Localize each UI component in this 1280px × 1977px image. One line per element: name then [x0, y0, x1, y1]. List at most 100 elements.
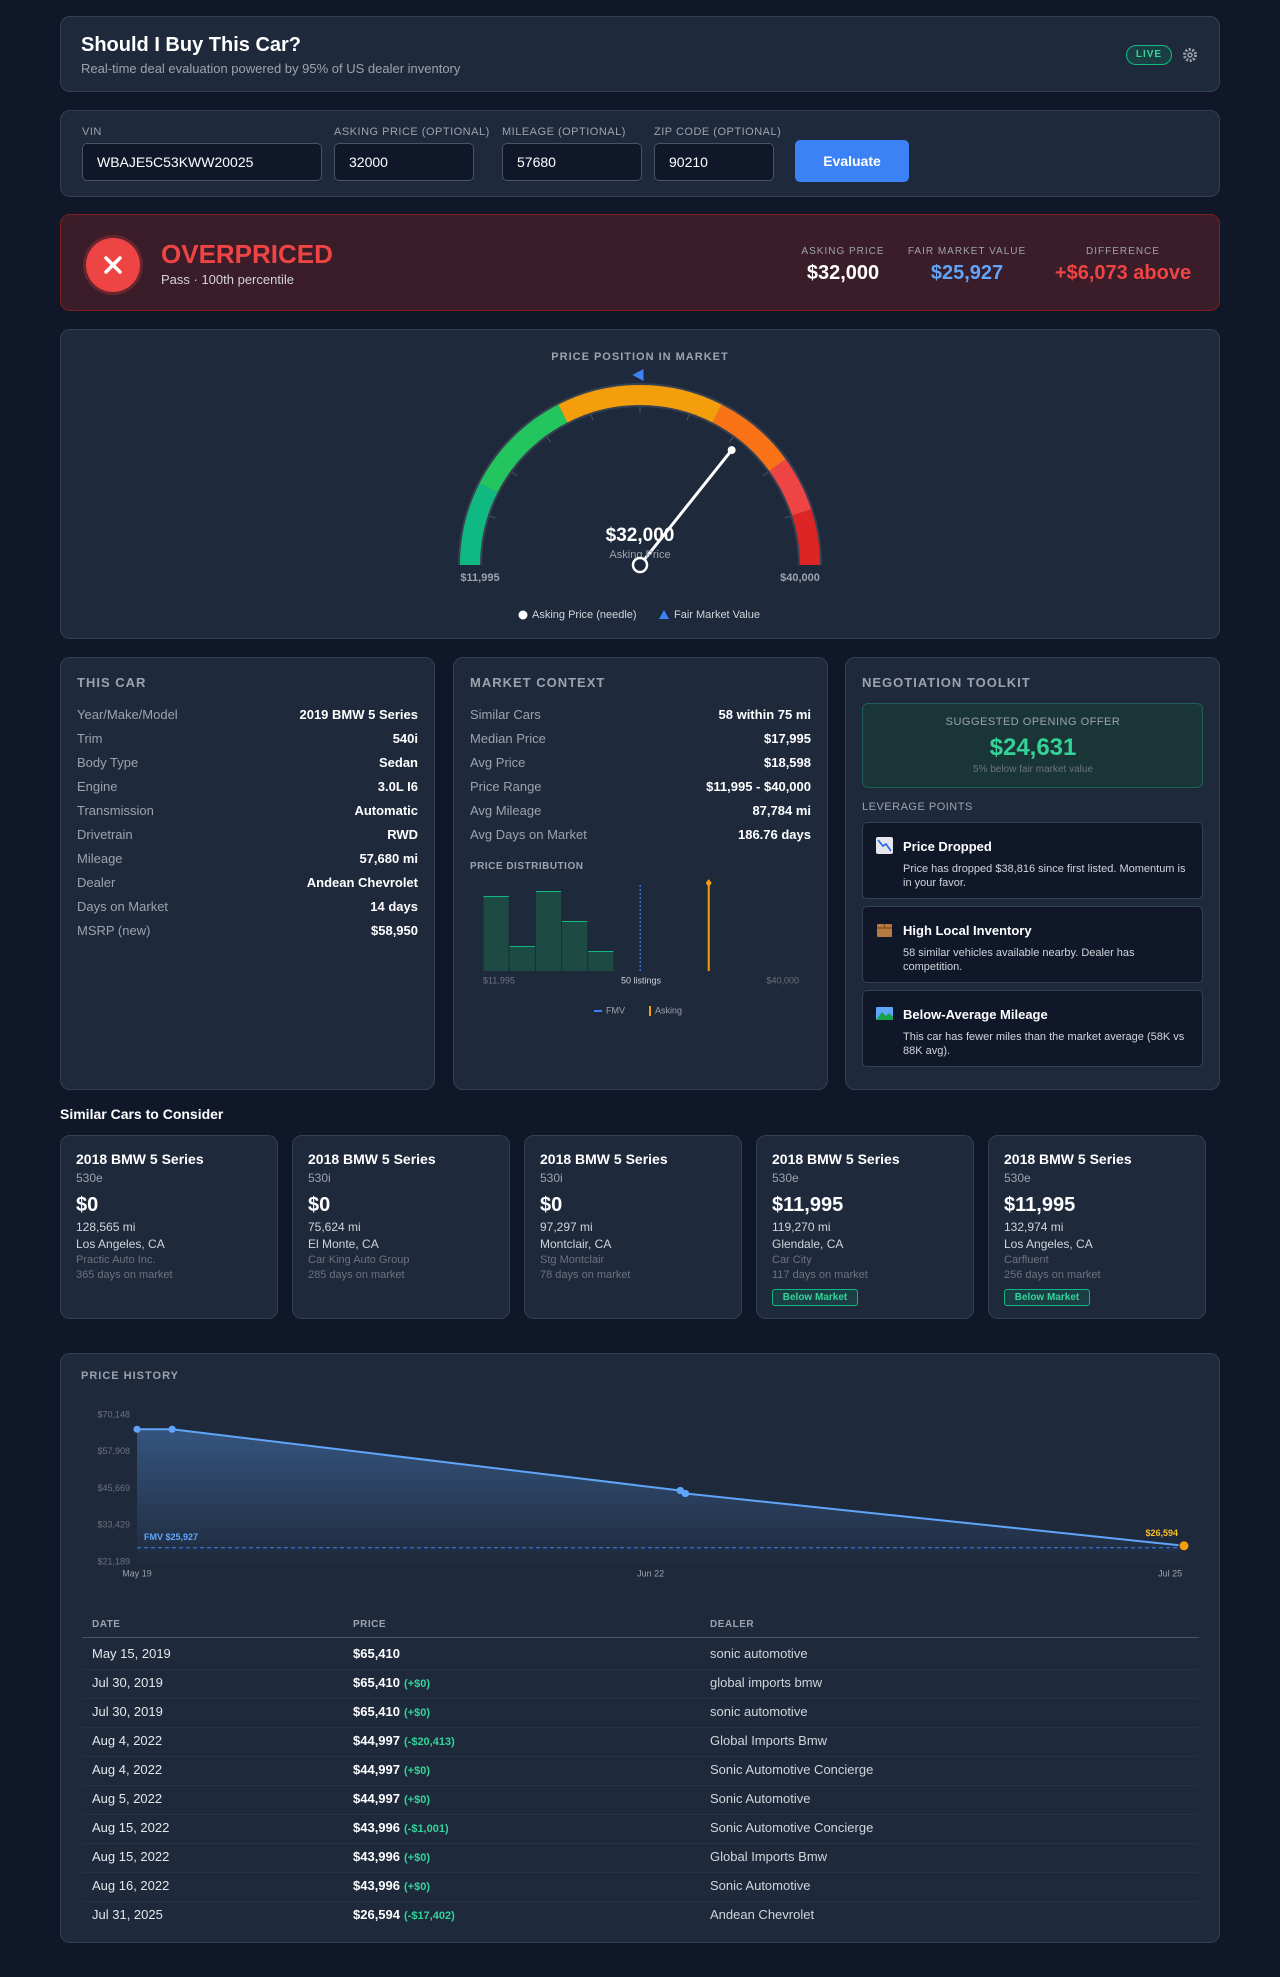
page-title: Should I Buy This Car?	[81, 34, 302, 56]
row-divider	[82, 1871, 1199, 1873]
cell-dealer: Sonic Automotive	[710, 1877, 811, 1893]
car-card[interactable]: 2018 BMW 5 Series 530i $0 75,624 mi El Monte…	[292, 1135, 510, 1319]
car-days: 117 days on market	[772, 1269, 868, 1282]
field-label: ZIP CODE (OPTIONAL)	[654, 126, 782, 139]
card-title: NEGOTIATION TOOLKIT	[862, 674, 1031, 690]
gauge-zone	[769, 459, 812, 516]
gauge-zone	[712, 404, 786, 472]
asking-marker	[705, 879, 712, 887]
price-value: $44,997	[353, 1791, 400, 1806]
price-value: $43,996	[353, 1820, 400, 1835]
header-card: Should I Buy This Car? Real-time deal eva…	[60, 16, 1220, 92]
leverage-icon	[877, 924, 892, 937]
row-value: $18,598	[764, 754, 811, 770]
row-label: Mileage	[77, 850, 123, 866]
car-dealer: Stg Montclair	[540, 1254, 605, 1267]
cell-dealer: Andean Chevrolet	[710, 1906, 815, 1922]
price-value: $43,996	[353, 1849, 400, 1864]
price-change: (-$1,001)	[404, 1823, 449, 1835]
chart-title: PRICE DISTRIBUTION	[470, 861, 584, 872]
car-dealer: Car King Auto Group	[308, 1254, 410, 1267]
legend-label: Asking Price (needle)	[532, 609, 637, 621]
row-label: Body Type	[77, 754, 139, 770]
row-divider	[82, 1726, 1199, 1728]
info-card: NEGOTIATION TOOLKIT SUGGESTED OPENING OFF…	[845, 657, 1220, 1090]
histogram-bar	[509, 946, 535, 971]
settings-icon[interactable]	[1183, 48, 1197, 62]
field-label: MILEAGE (OPTIONAL)	[502, 126, 626, 139]
cell-price: $65,410 (+$0)	[353, 1703, 430, 1722]
gear-teeth	[1183, 48, 1197, 62]
text-input[interactable]: WBAJE5C53KWW20025	[82, 143, 322, 181]
car-trim: 530e	[1004, 1170, 1031, 1185]
price-point	[682, 1490, 690, 1498]
row-value: $11,995 - $40,000	[706, 778, 811, 794]
gauge-zone	[558, 385, 722, 423]
cell-date: Jul 31, 2025	[92, 1906, 163, 1922]
car-price: $0	[540, 1194, 563, 1216]
field-label: ASKING PRICE (OPTIONAL)	[334, 126, 490, 139]
legend-swatch	[518, 610, 528, 620]
gauge-range-label: $11,995	[460, 572, 499, 584]
row-label: MSRP (new)	[77, 922, 151, 938]
stat-value: +$6,073 above	[1054, 262, 1192, 284]
gauge-notch	[728, 436, 734, 443]
car-card[interactable]: 2018 BMW 5 Series 530e $11,995 132,974 mi Lo…	[988, 1135, 1206, 1319]
verdict-card: OVERPRICED Pass · 100th percentile ASKING …	[60, 214, 1220, 311]
leverage-item: High Local Inventory 58 similar vehicles …	[862, 906, 1203, 983]
cell-dealer: sonic automotive	[710, 1703, 808, 1719]
car-card[interactable]: 2018 BMW 5 Series 530e $11,995 119,270 mi Gl…	[756, 1135, 974, 1319]
gauge-notch	[762, 471, 769, 477]
price-history-card: PRICE HISTORY $21,189 $33,429 $45,669 $57,90…	[60, 1353, 1220, 1943]
gauge-notch	[511, 471, 518, 477]
car-price: $11,995	[1004, 1194, 1076, 1216]
leverage-text: This car has fewer miles than the market…	[903, 1031, 1185, 1057]
car-mileage: 119,270 mi	[772, 1219, 831, 1234]
fmv-label: FMV $25,927	[144, 1532, 198, 1542]
section-title: Similar Cars to Consider	[60, 1106, 224, 1123]
histogram-bar	[562, 921, 588, 971]
gauge-zone	[460, 483, 498, 566]
text-input[interactable]: 57680	[502, 143, 642, 181]
car-trim: 530i	[540, 1170, 563, 1185]
car-days: 78 days on market	[540, 1269, 631, 1282]
price-point	[168, 1425, 176, 1433]
price-change: (+$0)	[404, 1707, 430, 1719]
car-mileage: 132,974 mi	[1004, 1219, 1064, 1234]
y-tick-label: $21,189	[97, 1556, 130, 1566]
car-name: 2018 BMW 5 Series	[76, 1151, 204, 1168]
cell-date: Aug 4, 2022	[92, 1761, 163, 1777]
car-mileage: 128,565 mi	[76, 1219, 136, 1234]
car-dealer: Car City	[772, 1254, 812, 1267]
evaluate-button[interactable]: Evaluate	[795, 140, 909, 182]
car-card[interactable]: 2018 BMW 5 Series 530e $0 128,565 mi Los Ang…	[60, 1135, 278, 1319]
gauge-zone	[479, 404, 568, 493]
row-label: Avg Mileage	[470, 802, 542, 818]
price-change: (+$0)	[404, 1852, 430, 1864]
price-value: $65,410	[353, 1675, 400, 1690]
row-divider	[82, 1697, 1199, 1699]
histogram-bar	[535, 891, 562, 971]
row-label: Engine	[77, 778, 118, 794]
cell-dealer: global imports bmw	[710, 1674, 822, 1690]
car-name: 2018 BMW 5 Series	[308, 1151, 436, 1168]
text-input[interactable]: 90210	[654, 143, 774, 181]
distribution-chart: $11,995 $40,000 50 listings FMV Asking	[483, 879, 799, 1016]
column-header: DATE	[92, 1619, 121, 1630]
row-label: Transmission	[77, 802, 154, 818]
cell-date: Jul 30, 2019	[92, 1674, 163, 1690]
gauge-zone	[792, 509, 820, 566]
y-tick-label: $33,429	[97, 1520, 130, 1530]
price-area	[137, 1429, 1184, 1568]
section-title: PRICE HISTORY	[81, 1370, 179, 1383]
cell-date: Aug 16, 2022	[92, 1877, 170, 1893]
row-value: 14 days	[370, 898, 418, 914]
row-label: Dealer	[77, 874, 116, 890]
column-header: PRICE	[353, 1619, 387, 1630]
car-location: Montclair, CA	[540, 1236, 612, 1251]
text-input[interactable]: 32000	[334, 143, 474, 181]
car-price: $0	[76, 1194, 99, 1216]
car-card[interactable]: 2018 BMW 5 Series 530i $0 97,297 mi Montclai…	[524, 1135, 742, 1319]
cell-price: $65,410 (+$0)	[353, 1674, 430, 1693]
row-value: 87,784 mi	[752, 802, 811, 818]
